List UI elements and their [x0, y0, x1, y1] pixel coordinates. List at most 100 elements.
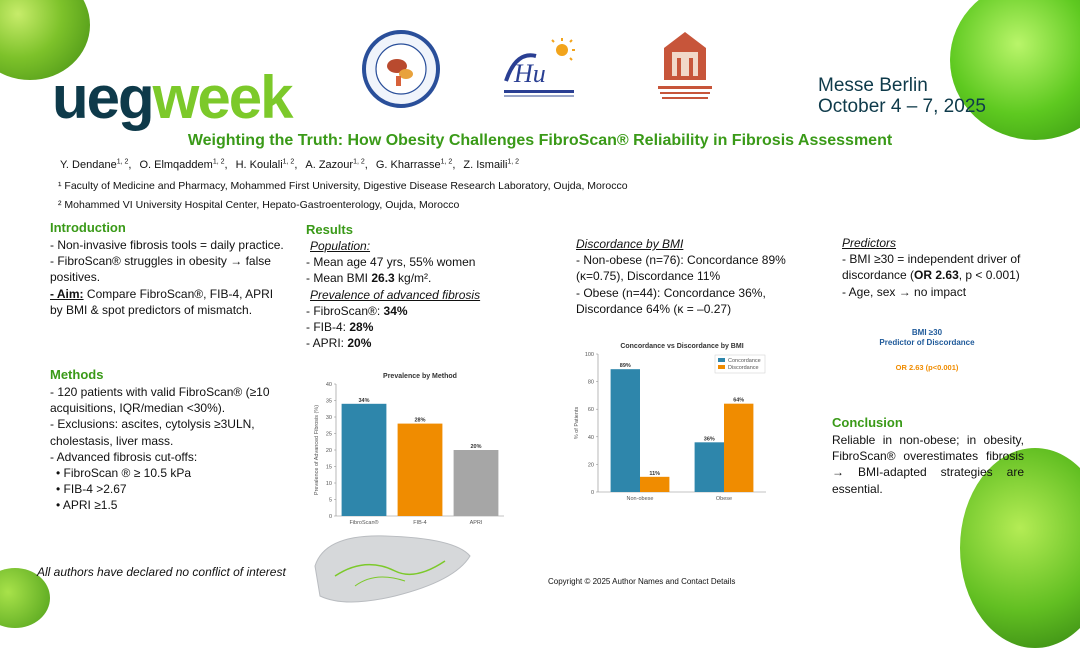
discordance-non-obese: - Non-obese (n=76): Concordance 89% (κ=0…	[576, 253, 786, 284]
bar-concordance-1	[694, 442, 724, 492]
aim-text: Compare FibroScan®, FIB-4, APRI by BMI &…	[50, 286, 274, 317]
predictor-graphic-title: BMI ≥30 Predictor of Discordance	[879, 328, 975, 347]
bar-1	[397, 423, 443, 516]
predictor-bmi: - BMI ≥30 = independent driver of discor…	[842, 252, 1021, 283]
results-section: Results Population: - Mean age 47 yrs, 5…	[306, 222, 536, 351]
predictors-section: Predictors - BMI ≥30 = independent drive…	[842, 235, 1042, 300]
y-tick-label: 10	[326, 481, 332, 487]
y-tick-label: 20	[588, 462, 594, 468]
concordance-chart: Concordance vs Discordance by BMI 0 20 40 60…	[566, 340, 771, 505]
y-tick-label: 80	[588, 380, 594, 386]
discordance-label: Discordance by BMI	[576, 237, 684, 251]
hepato-gastro-service-seal	[362, 30, 440, 108]
y-tick-label: 35	[326, 399, 332, 405]
discordance-section: Discordance by BMI - Non-obese (n=76): C…	[576, 236, 808, 317]
intro-aim: - Aim: Compare FibroScan®, FIB-4, APRI b…	[50, 286, 288, 318]
predictor-graphic-or: OR 2.63 (p<0.001)	[895, 363, 959, 373]
cutoff-fibroscan: • FibroScan ® ≥ 10.5 kPa	[56, 465, 192, 480]
legend-swatch	[718, 358, 725, 362]
affiliation-2: ² Mohammed VI University Hospital Center…	[58, 199, 460, 211]
introduction-heading: Introduction	[50, 220, 126, 235]
results-heading: Results	[306, 222, 353, 237]
bar-value-label: 11%	[649, 471, 660, 477]
methods-line: - Advanced fibrosis cut-offs:	[50, 449, 198, 464]
poster-title: Weighting the Truth: How Obesity Challen…	[187, 132, 893, 149]
legend-box	[714, 354, 766, 374]
x-tick-label: APRI	[470, 520, 483, 526]
bar-concordance-0	[610, 369, 640, 492]
y-tick-label: 100	[585, 352, 594, 358]
population-bmi: - Mean BMI 26.3 kg/m².	[306, 271, 432, 286]
author-name: O. Elmqaddem1, 2,	[139, 158, 228, 171]
venue-and-dates: Messe Berlin October 4 – 7, 2025	[818, 75, 986, 118]
y-tick-label: 30	[326, 415, 332, 421]
conclusion-heading: Conclusion	[832, 415, 903, 430]
predictors-label: Predictors	[842, 236, 897, 250]
discordance-obese: - Obese (n=44): Concordance 36%, Discord…	[576, 285, 766, 316]
methods-line: - 120 patients with valid FibroScan® (≥1…	[50, 385, 270, 416]
prevalence-fibroscan: - FibroScan®: 34%	[306, 303, 408, 318]
y-tick-label: 5	[329, 498, 332, 504]
methods-section: Methods - 120 patients with valid FibroS…	[50, 367, 295, 514]
bar-value-label: 20%	[470, 444, 481, 450]
methods-line: - Exclusions: ascites, cytolysis ≥3ULN, …	[50, 417, 255, 448]
predictor-graphic: BMI ≥30 Predictor of Discordance OR 2.63…	[862, 328, 992, 372]
population-age: - Mean age 47 yrs, 55% women	[306, 255, 476, 270]
legend-swatch	[718, 365, 725, 369]
y-tick-label: 40	[588, 435, 594, 441]
author-name: Y. Dendane1, 2,	[60, 158, 132, 171]
ueg-week-logo: uegweek	[52, 64, 293, 131]
prevalence-fib4: - FIB-4: 28%	[306, 319, 374, 334]
legend-label: Concordance	[728, 358, 761, 364]
y-tick-label: 40	[326, 382, 332, 388]
author-name: H. Koulali1, 2,	[235, 158, 298, 171]
author-name: A. Zazour1, 2,	[305, 158, 368, 171]
svg-text:Hu: Hu	[513, 59, 546, 88]
predictor-age-sex: - Age, sex → no impact	[842, 284, 967, 299]
prevalence-label: Prevalence of advanced fibrosis	[310, 287, 481, 302]
liver-illustration	[305, 526, 475, 608]
y-axis-label: % of Patients	[574, 407, 580, 440]
bar-discordance-1	[724, 403, 754, 492]
methods-heading: Methods	[50, 367, 104, 382]
introduction-section: Introduction - Non-invasive fibrosis too…	[50, 220, 288, 318]
bar-value-label: 36%	[704, 436, 715, 442]
y-tick-label: 25	[326, 432, 332, 438]
y-tick-label: 0	[591, 490, 594, 496]
author-name: Z. Ismaili1, 2	[463, 158, 520, 171]
bar-value-label: 89%	[620, 363, 631, 369]
x-tick-label: FIB-4	[413, 520, 426, 526]
faculty-of-medicine-logo	[656, 30, 714, 104]
venue-name: Messe Berlin	[818, 75, 928, 96]
x-tick-label: Non-obese	[627, 496, 654, 502]
bar-2	[453, 450, 499, 516]
chart-title: Concordance vs Discordance by BMI	[620, 343, 743, 350]
intro-point-2: - FibroScan® struggles in obesity → fals…	[50, 254, 271, 285]
chart-title: Prevalence by Method	[383, 373, 457, 380]
y-tick-label: 15	[326, 465, 332, 471]
legend-label: Discordance	[728, 365, 759, 371]
y-axis-label: Prevalence of Advanced Fibrosis (%)	[314, 405, 320, 495]
x-tick-label: Obese	[716, 496, 732, 502]
intro-point-1: - Non-invasive fibrosis tools = daily pr…	[50, 238, 284, 252]
decorative-virus-top-right	[950, 0, 1080, 140]
conclusion-text: Reliable in non-obese; in obesity, Fibro…	[832, 433, 1024, 496]
concordance-chart-svg: Concordance vs Discordance by BMI 0 20 40 60…	[574, 343, 766, 502]
population-label: Population:	[310, 239, 371, 253]
y-tick-label: 20	[326, 448, 332, 454]
conclusion-section: Conclusion Reliable in non-obese; in obe…	[832, 415, 1024, 497]
bar-value-label: 28%	[414, 418, 425, 424]
x-tick-label: FibroScan®	[349, 519, 378, 526]
bar-0	[341, 403, 387, 516]
affiliation-1: ¹ Faculty of Medicine and Pharmacy, Moha…	[58, 180, 628, 192]
cutoff-apri: • APRI ≥1.5	[56, 498, 118, 513]
author-name: G. Kharrasse1, 2,	[375, 158, 456, 171]
bar-discordance-0	[640, 476, 670, 492]
prevalence-apri: - APRI: 20%	[306, 336, 372, 351]
prevalence-chart: Prevalence by Method 0 5 10 15 20 25 30 35 40 Prev…	[308, 368, 508, 528]
bar-value-label: 64%	[733, 398, 744, 404]
conflict-of-interest: All authors have declared no conflict of…	[37, 565, 286, 579]
y-tick-label: 60	[588, 407, 594, 413]
author-list: Y. Dendane1, 2, O. Elmqaddem1, 2, H. Koula…	[60, 158, 527, 171]
y-tick-label: 0	[329, 514, 332, 520]
